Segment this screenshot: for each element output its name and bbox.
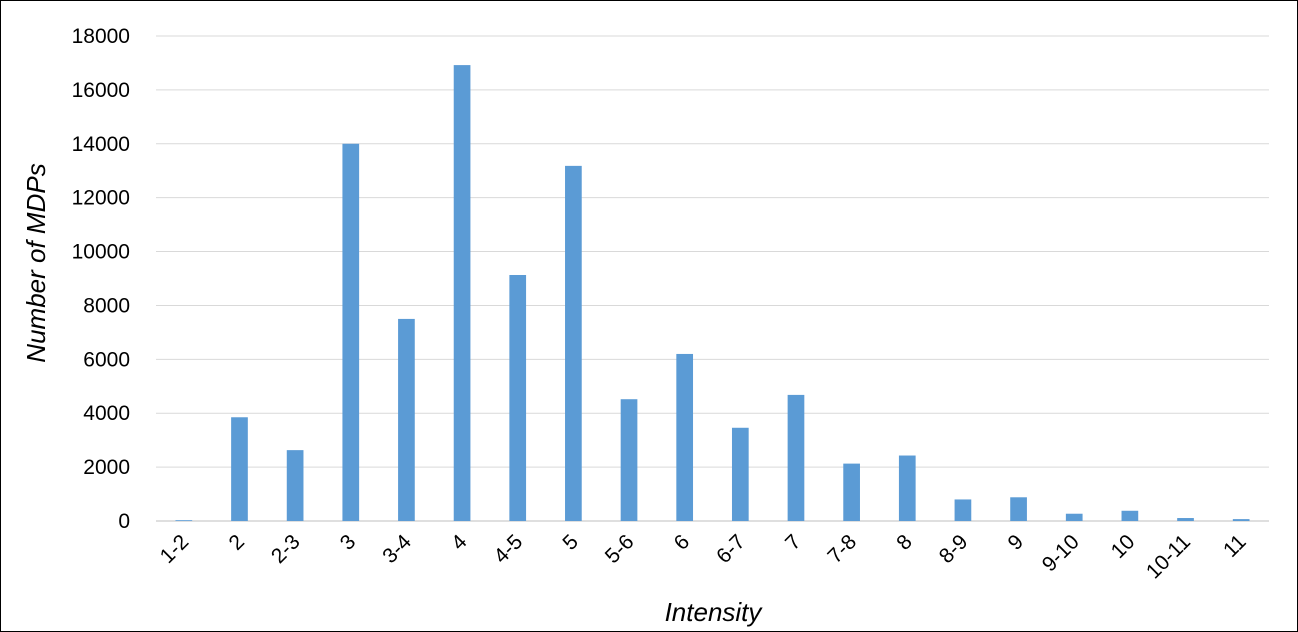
bar-11: [1232, 519, 1250, 521]
bar-2-3: [286, 450, 304, 521]
bar-7-8: [843, 463, 860, 521]
bar-4-5: [509, 274, 527, 521]
y-tick-label: 8000: [83, 294, 130, 317]
x-tick-label: 6-7: [712, 530, 750, 568]
bar-2: [231, 417, 248, 521]
x-tick-label: 7-8: [823, 530, 861, 568]
bar-6: [676, 353, 694, 521]
y-tick-label: 10000: [72, 241, 130, 264]
y-tick-label: 14000: [72, 133, 130, 156]
x-tick-label: 1-2: [156, 530, 194, 568]
bars: [175, 65, 1250, 521]
bar-3-4: [398, 318, 415, 521]
x-tick-label: 8: [892, 530, 917, 555]
bar-5-6: [620, 399, 638, 521]
x-tick-labels: 1-2 2 2-3 3 3-4 4 4-5 5 5-6 6 6-7 7 7-8 8 8-9 9 9-10 10 10…: [156, 530, 1251, 583]
y-tick-label: 16000: [72, 79, 130, 102]
gridlines: [156, 35, 1269, 468]
x-tick-label: 3: [336, 530, 361, 555]
x-axis-title: Intensity: [665, 597, 764, 627]
bar-9: [1010, 497, 1027, 521]
bar-1-2: [175, 520, 193, 521]
y-tick-label: 2000: [83, 456, 130, 479]
bar-7: [787, 394, 805, 521]
x-tick-label: 10-11: [1142, 530, 1195, 583]
x-tick-label: 2: [224, 530, 249, 555]
x-tick-label: 9-10: [1038, 530, 1084, 576]
bar-5: [565, 165, 582, 521]
y-tick-label: 18000: [72, 25, 130, 48]
x-tick-label: 6: [670, 530, 695, 555]
bar-10-11: [1177, 518, 1194, 521]
x-tick-label: 5: [558, 530, 583, 555]
x-tick-label: 4-5: [490, 530, 528, 568]
x-tick-label: 4: [447, 530, 472, 555]
x-tick-label: 2-3: [267, 530, 305, 568]
x-tick-label: 5-6: [601, 530, 639, 568]
y-axis-title: Number of MDPs: [21, 163, 51, 362]
x-tick-label: 9: [1004, 530, 1029, 555]
y-tick-label: 6000: [83, 348, 130, 371]
x-tick-label: 8-9: [935, 530, 973, 568]
bar-8-9: [954, 499, 972, 521]
y-tick-label: 0: [118, 510, 130, 533]
bar-3: [342, 143, 360, 521]
bar-10: [1121, 510, 1139, 521]
x-tick-label: 11: [1219, 530, 1251, 562]
x-tick-label: 3-4: [378, 530, 416, 568]
bar-6-7: [731, 427, 749, 521]
bar-4: [453, 65, 471, 521]
y-tick-labels: 0 2000 4000 6000 8000 10000 12000 14000 16000 180…: [72, 25, 130, 533]
bar-9-10: [1065, 513, 1083, 521]
x-tick-label: 7: [781, 530, 806, 555]
bar-8: [898, 455, 916, 521]
x-tick-label: 10: [1107, 530, 1140, 563]
y-tick-label: 4000: [83, 402, 130, 425]
y-tick-label: 12000: [72, 187, 130, 210]
